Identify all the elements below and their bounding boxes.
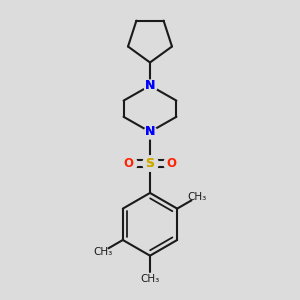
Text: CH₃: CH₃: [140, 274, 160, 284]
Text: N: N: [145, 125, 155, 138]
Text: S: S: [146, 157, 154, 170]
Text: O: O: [124, 157, 134, 170]
Text: O: O: [167, 157, 176, 170]
Text: N: N: [145, 79, 155, 92]
Text: N: N: [145, 125, 155, 138]
Text: N: N: [145, 79, 155, 92]
Text: CH₃: CH₃: [188, 192, 207, 202]
Text: CH₃: CH₃: [93, 247, 112, 256]
Text: S: S: [146, 157, 154, 170]
